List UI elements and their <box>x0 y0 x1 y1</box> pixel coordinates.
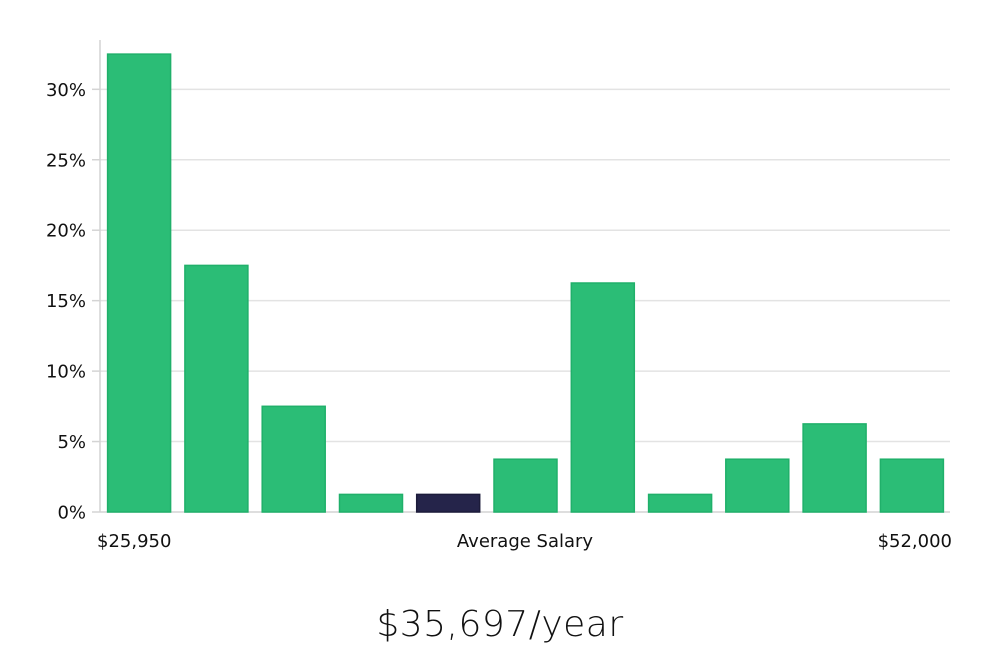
bars <box>106 53 945 513</box>
x-label-middle: Average Salary <box>457 531 594 552</box>
bar <box>570 282 636 513</box>
y-tick-label: 20% <box>46 221 86 242</box>
average-salary-summary: $35,697/year <box>376 604 624 645</box>
bar <box>647 493 713 513</box>
x-label-max: $52,000 <box>878 531 952 552</box>
x-label-min: $25,950 <box>97 531 171 552</box>
bar <box>184 264 249 513</box>
bar <box>261 405 326 513</box>
bar <box>879 458 945 513</box>
bar <box>802 423 867 513</box>
y-tick-label: 5% <box>57 432 86 453</box>
bar <box>725 458 790 513</box>
bar-average-salary <box>415 493 481 513</box>
y-tick-label: 10% <box>46 362 86 383</box>
y-axis-ticks: 0% 5% 10% 15% 20% 25% 30% <box>46 80 100 524</box>
y-tick-label: 0% <box>57 503 86 524</box>
bar <box>106 53 172 513</box>
bar <box>338 493 404 513</box>
y-tick-label: 30% <box>46 80 86 101</box>
bar <box>493 458 558 513</box>
y-tick-label: 15% <box>46 291 86 312</box>
salary-distribution-chart: 0% 5% 10% 15% 20% 25% 30% $25,950 Average Sala… <box>46 40 952 552</box>
y-tick-label: 25% <box>46 150 86 171</box>
